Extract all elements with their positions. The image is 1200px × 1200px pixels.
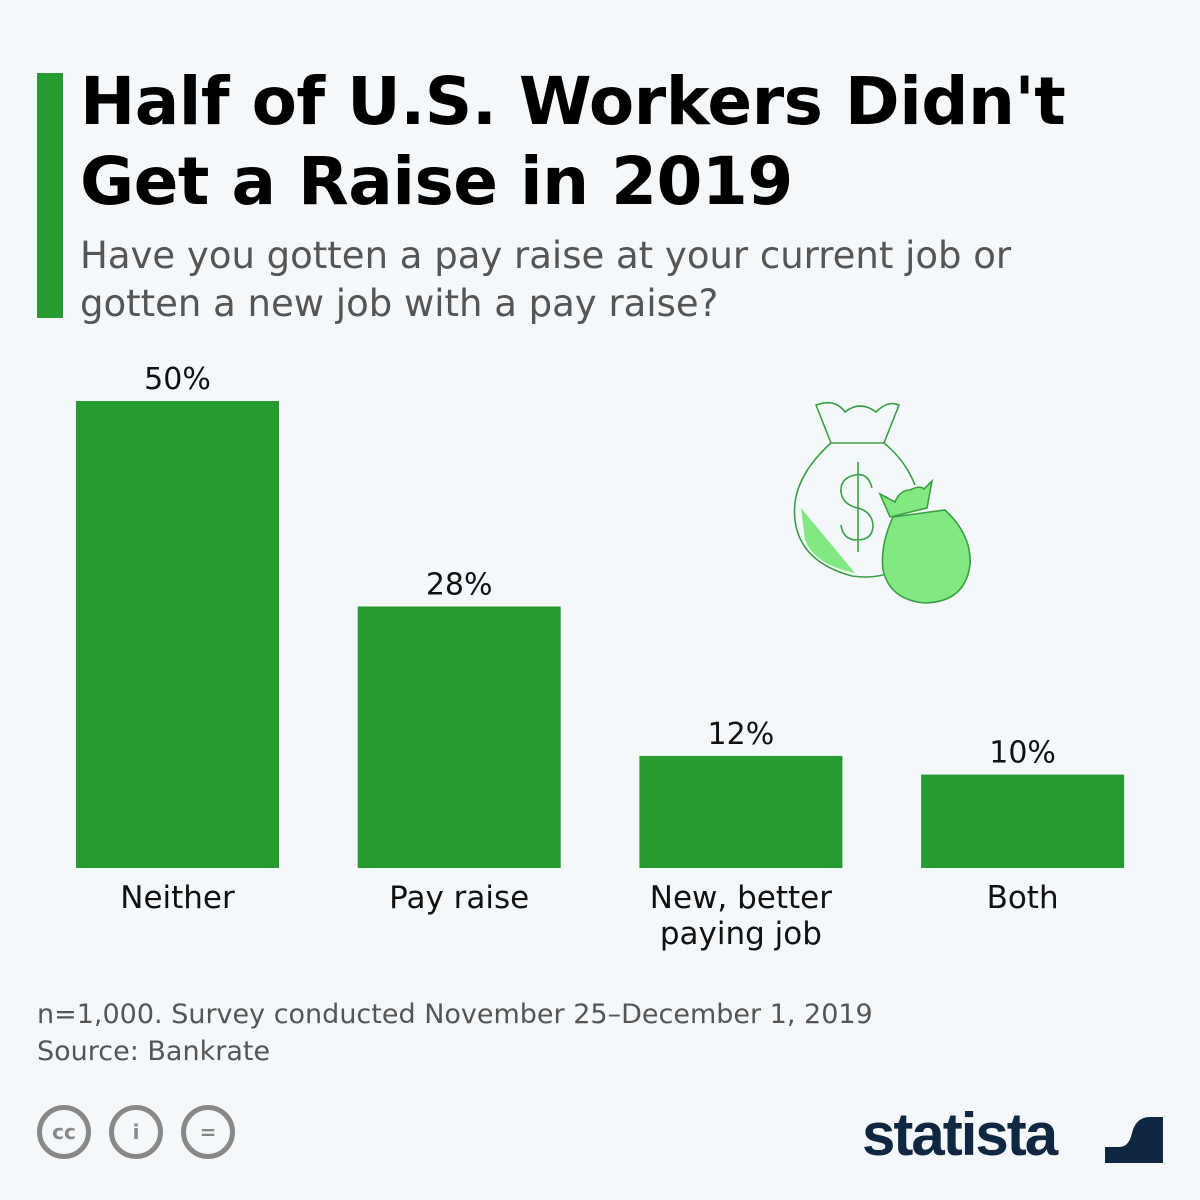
- bar-0: [76, 401, 279, 868]
- category-label-0: Neither: [120, 880, 235, 916]
- survey-note: n=1,000. Survey conducted November 25–De…: [37, 999, 873, 1030]
- footnote: n=1,000. Survey conducted November 25–De…: [37, 996, 873, 1070]
- bar-1: [357, 606, 561, 868]
- attribution-icon[interactable]: i: [109, 1105, 163, 1159]
- bar-chart: 50% Neither 28% Pay raise 12% New, betterpayi…: [76, 362, 1125, 952]
- category-label-3: Both: [987, 880, 1059, 916]
- source: Source: Bankrate: [37, 1036, 271, 1067]
- data-label-3: 10%: [989, 736, 1056, 771]
- no-derivatives-icon[interactable]: =: [181, 1105, 235, 1159]
- category-label-2: New, better: [650, 880, 832, 916]
- category-label-2: paying job: [660, 916, 822, 952]
- cc-icon[interactable]: cc: [37, 1105, 91, 1159]
- bar-3: [921, 774, 1125, 868]
- data-label-2: 12%: [708, 717, 775, 752]
- data-label-1: 28%: [426, 567, 493, 602]
- statista-logo-mark: [1105, 1105, 1163, 1163]
- title-accent-bar: [37, 73, 63, 318]
- money-bags-icon: [793, 401, 971, 604]
- page-title: Half of U.S. Workers Didn't Get a Raise …: [80, 63, 1066, 220]
- subtitle: Have you gotten a pay raise at your curr…: [80, 234, 1012, 325]
- statista-logo[interactable]: statista: [862, 1101, 1058, 1168]
- bar-2: [639, 755, 843, 868]
- data-label-0: 50%: [144, 362, 211, 397]
- category-label-1: Pay raise: [389, 880, 529, 916]
